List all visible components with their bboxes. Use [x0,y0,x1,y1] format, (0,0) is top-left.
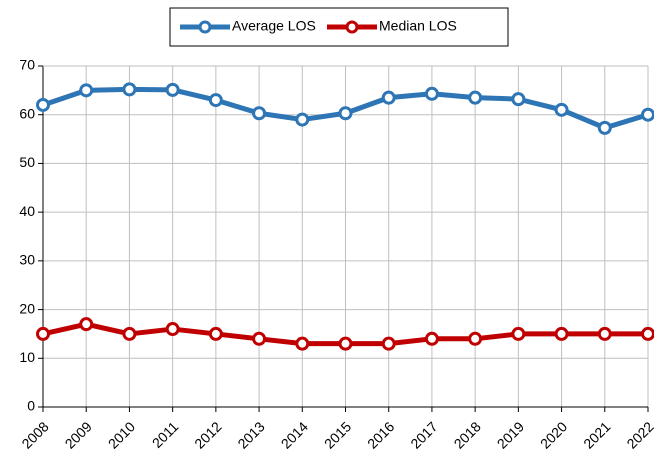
x-tick-label: 2018 [451,418,484,451]
data-point [424,331,439,346]
legend-label: Median LOS [379,18,457,34]
x-tick-label: 2014 [278,418,311,451]
y-tick-label: 50 [19,154,35,170]
x-tick-label: 2017 [407,418,440,451]
y-tick-label: 0 [27,398,35,414]
y-tick-label: 60 [19,105,35,121]
data-point [338,106,353,121]
x-tick-label: 2016 [364,418,397,451]
data-point [338,336,353,351]
data-point [424,86,439,101]
data-point [554,326,569,341]
data-point [36,326,50,341]
data-point [597,326,612,341]
data-point [122,82,137,97]
data-point [208,326,223,341]
data-point [468,331,483,346]
data-point [36,97,50,112]
data-point [252,331,267,346]
data-point [295,112,310,127]
x-tick-label: 2022 [623,418,654,451]
y-tick-label: 10 [19,349,35,365]
y-tick-label: 20 [19,300,35,316]
data-point [165,322,180,337]
data-point [597,120,612,135]
data-point [381,90,396,105]
data-point [511,92,526,107]
y-tick-label: 70 [19,57,35,73]
x-tick-label: 2011 [149,418,182,451]
x-tick-label: 2013 [234,418,267,451]
y-tick-label: 40 [19,203,35,219]
data-point [122,326,137,341]
data-point [554,102,569,117]
y-tick-label: 30 [19,252,35,268]
data-point [252,106,267,121]
data-point [468,90,483,105]
legend-marker [345,20,359,34]
data-point [381,336,396,351]
x-tick-label: 2008 [18,418,51,451]
data-point [165,82,180,97]
x-tick-label: 2021 [580,418,613,451]
x-tick-label: 2019 [494,418,527,451]
x-tick-label: 2015 [321,418,354,451]
data-point [79,83,94,98]
data-point [79,317,94,332]
data-point [641,326,654,341]
data-point [208,93,223,108]
x-tick-label: 2010 [105,418,138,451]
data-point [641,107,654,122]
data-point [295,336,310,351]
legend-marker [198,20,212,34]
data-point [511,326,526,341]
x-tick-label: 2012 [191,418,224,451]
legend-label: Average LOS [232,18,316,34]
x-tick-label: 2020 [537,418,570,451]
x-tick-label: 2009 [62,418,95,451]
